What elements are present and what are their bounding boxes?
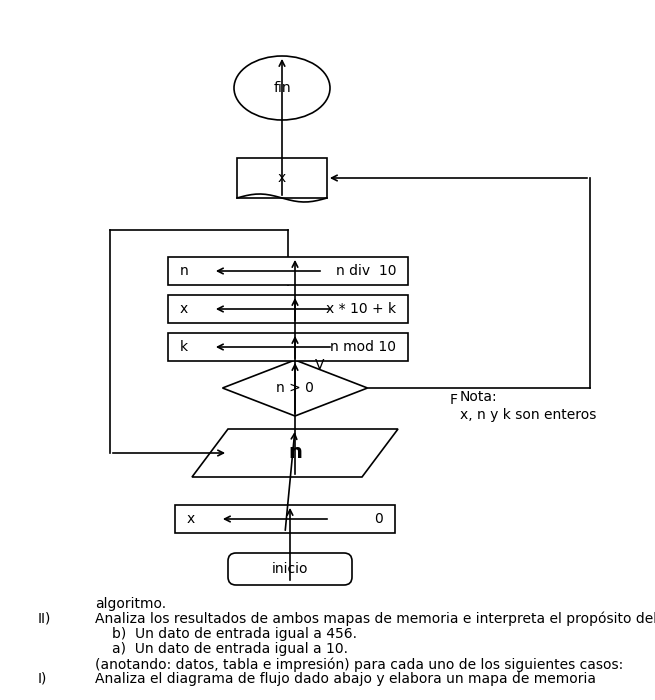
Text: k: k xyxy=(180,340,188,354)
Bar xyxy=(168,295,408,323)
Text: x: x xyxy=(180,302,188,316)
Text: n mod 10: n mod 10 xyxy=(330,340,396,354)
Bar xyxy=(237,158,327,198)
Bar xyxy=(168,257,408,285)
Polygon shape xyxy=(192,429,398,477)
FancyBboxPatch shape xyxy=(228,553,352,585)
Text: a)  Un dato de entrada igual a 10.: a) Un dato de entrada igual a 10. xyxy=(112,642,348,656)
Text: Analiza el diagrama de flujo dado abajo y elabora un mapa de memoria: Analiza el diagrama de flujo dado abajo … xyxy=(95,672,596,686)
Text: fin: fin xyxy=(273,81,291,95)
Bar xyxy=(168,333,408,361)
Text: (anotando: datos, tabla e impresión) para cada uno de los siguientes casos:: (anotando: datos, tabla e impresión) par… xyxy=(95,657,624,671)
Text: b)  Un dato de entrada igual a 456.: b) Un dato de entrada igual a 456. xyxy=(112,627,357,641)
Text: n > 0: n > 0 xyxy=(276,381,314,395)
Text: x: x xyxy=(187,512,195,526)
Text: 0: 0 xyxy=(374,512,383,526)
Text: V: V xyxy=(315,358,324,372)
Polygon shape xyxy=(223,360,367,416)
Text: Analiza los resultados de ambos mapas de memoria e interpreta el propósito del: Analiza los resultados de ambos mapas de… xyxy=(95,612,655,626)
Text: x, n y k son enteros: x, n y k son enteros xyxy=(460,408,596,422)
Text: I): I) xyxy=(38,672,47,686)
Text: n: n xyxy=(180,264,189,278)
Text: algoritmo.: algoritmo. xyxy=(95,597,166,611)
Ellipse shape xyxy=(234,56,330,120)
Bar xyxy=(175,505,395,533)
Text: n div  10: n div 10 xyxy=(335,264,396,278)
Text: x: x xyxy=(278,171,286,185)
Text: II): II) xyxy=(38,612,51,626)
Text: n: n xyxy=(288,444,302,463)
Text: x * 10 + k: x * 10 + k xyxy=(326,302,396,316)
Text: F: F xyxy=(450,393,458,407)
Text: Nota:: Nota: xyxy=(460,390,498,404)
Text: inicio: inicio xyxy=(272,562,309,576)
